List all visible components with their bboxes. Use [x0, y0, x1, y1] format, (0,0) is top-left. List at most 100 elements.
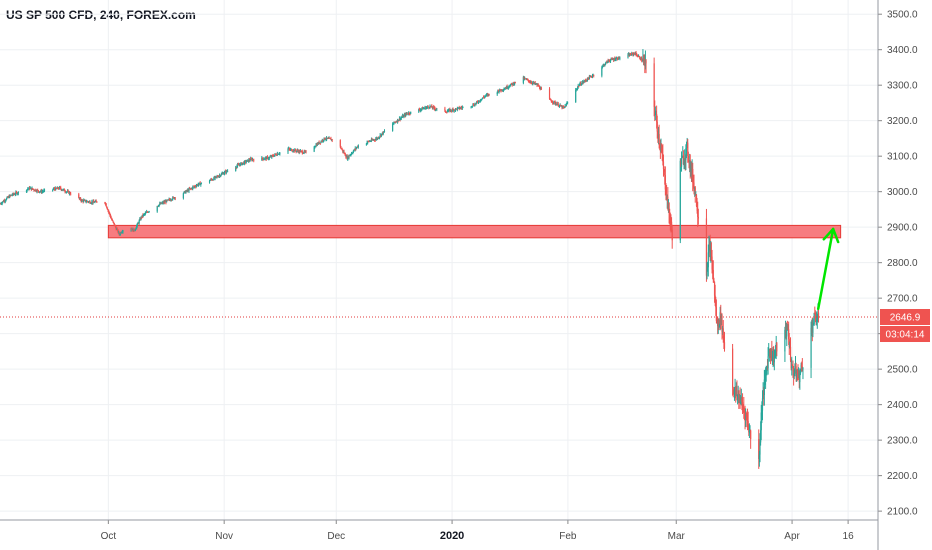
candle-body [168, 199, 170, 200]
candle-body [36, 189, 38, 192]
candle-body [404, 114, 406, 116]
candle [320, 140, 322, 144]
candle-body [294, 149, 296, 152]
candle-body [743, 407, 745, 412]
candle [633, 51, 635, 56]
candle [645, 59, 647, 74]
candle [365, 143, 368, 146]
candle-body [553, 101, 556, 103]
candle-body [450, 109, 452, 111]
candle [601, 65, 603, 78]
candle-body [6, 196, 8, 199]
candle-body [324, 137, 326, 140]
candle [186, 189, 188, 193]
candle-body [104, 203, 107, 205]
candle-body [589, 76, 591, 78]
y-tick-label: 2700.0 [887, 294, 918, 305]
candle [766, 365, 768, 376]
candle-body [273, 156, 275, 158]
candle [340, 147, 343, 150]
candle-body [654, 114, 656, 115]
candle-body [785, 326, 787, 337]
candle-body [562, 106, 564, 108]
candle-body [525, 79, 528, 80]
candle [372, 138, 374, 141]
candle-body [486, 94, 488, 96]
candle-body [7, 196, 10, 198]
candle-body [565, 103, 567, 107]
candle-body [539, 88, 541, 90]
candle [657, 126, 660, 145]
candle [193, 185, 195, 188]
candle [450, 109, 452, 113]
candle-body [292, 151, 294, 152]
candle [456, 108, 458, 111]
candle-body [644, 59, 646, 67]
candle-body [134, 229, 136, 231]
candle-body [403, 115, 405, 118]
candle [788, 332, 790, 356]
candle-body [604, 62, 607, 65]
candle-body [661, 148, 663, 153]
candle [349, 153, 351, 157]
candle [790, 358, 792, 371]
resistance-zones[interactable] [107, 224, 842, 239]
candle-body [314, 146, 316, 148]
candle-body [109, 215, 112, 218]
resistance-zone[interactable] [107, 224, 842, 239]
candle [380, 134, 382, 138]
candle-body [113, 222, 115, 226]
candle [342, 150, 345, 153]
candle [461, 105, 463, 110]
candle-body [474, 103, 477, 105]
candle-body [712, 269, 714, 271]
candle [671, 224, 673, 249]
candle [296, 148, 298, 153]
candle [552, 100, 554, 105]
candle [607, 58, 609, 63]
candle-body [665, 189, 667, 195]
candle [748, 424, 750, 436]
candle [538, 85, 541, 90]
candle-body [718, 325, 721, 327]
candle [367, 140, 369, 143]
candle [291, 149, 293, 152]
candle [2, 199, 5, 203]
candle [354, 146, 356, 152]
candle-body [402, 115, 404, 118]
candle-body [57, 187, 59, 189]
candle-body [261, 157, 263, 161]
candle [316, 143, 318, 147]
candle-body [407, 113, 409, 115]
candle-body [505, 88, 507, 89]
candle [613, 57, 615, 63]
candle-body [313, 147, 315, 152]
candle-body [396, 121, 398, 123]
candle-body [774, 352, 776, 355]
candle-body [52, 189, 54, 191]
candle-body [395, 121, 397, 123]
candle-body [802, 367, 804, 370]
candle [267, 156, 269, 160]
candle-body [302, 153, 304, 154]
grid [0, 0, 878, 520]
candle [4, 198, 6, 204]
candle-body [592, 74, 594, 76]
candle [526, 78, 528, 81]
candle [434, 106, 436, 112]
candle [164, 199, 166, 204]
candle-body [559, 104, 561, 106]
candle [714, 284, 716, 307]
candle-body [713, 279, 715, 282]
candle [369, 140, 371, 143]
candle [63, 188, 66, 192]
candle-body [54, 189, 56, 191]
candle [159, 201, 161, 206]
candle [722, 320, 724, 343]
candle [189, 186, 191, 190]
candle [775, 335, 777, 360]
candle [551, 100, 553, 103]
candle-body [397, 119, 399, 121]
candle [82, 199, 84, 204]
